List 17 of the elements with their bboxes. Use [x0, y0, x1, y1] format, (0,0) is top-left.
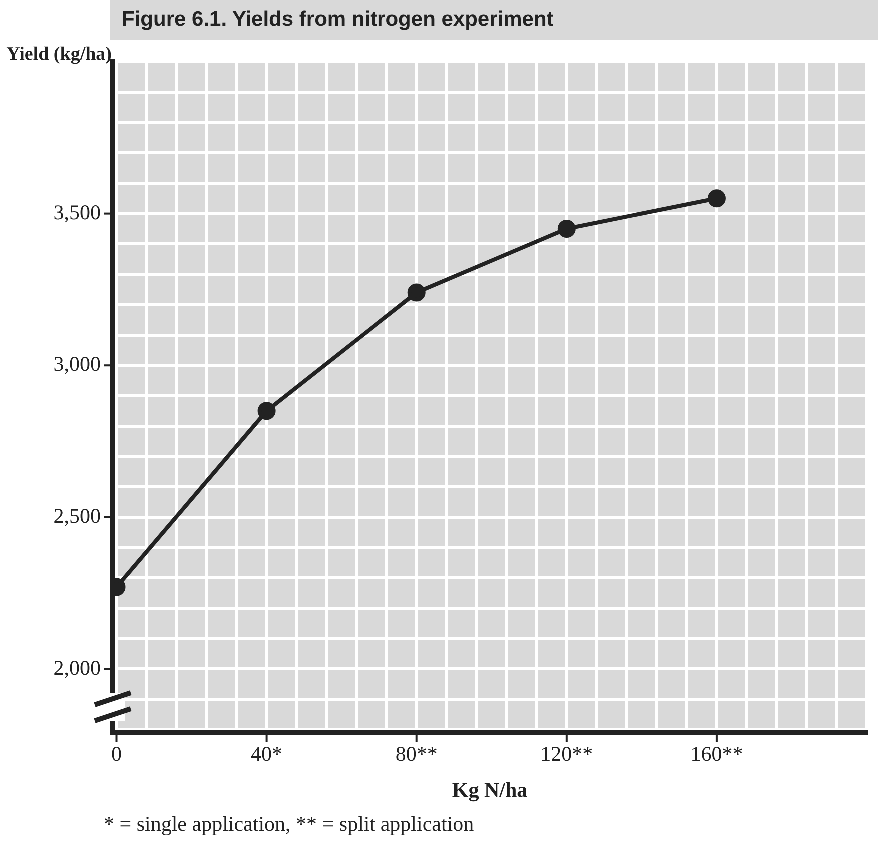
x-tick-label: 80**: [396, 742, 438, 766]
point: [708, 190, 726, 208]
y-tick-label: 2,500: [54, 504, 101, 528]
x-tick-label: 40*: [251, 742, 283, 766]
x-tick-label: 0: [112, 742, 122, 766]
point: [408, 284, 426, 302]
x-tick-label: 160**: [690, 742, 744, 766]
y-tick-label: 3,500: [54, 200, 101, 224]
x-tick-label: 120**: [540, 742, 594, 766]
text: * = single application, ** = split application: [104, 812, 474, 837]
y-tick-label: 2,000: [54, 656, 101, 680]
point: [558, 220, 576, 238]
y-axis-title: Yield (kg/ha): [6, 44, 112, 66]
y-tick-label: 3,000: [54, 352, 101, 376]
x-axis-title: Kg N/ha: [452, 778, 528, 802]
chart-title: Figure 6.1. Yields from nitrogen experiment: [110, 0, 878, 40]
point: [258, 402, 276, 420]
